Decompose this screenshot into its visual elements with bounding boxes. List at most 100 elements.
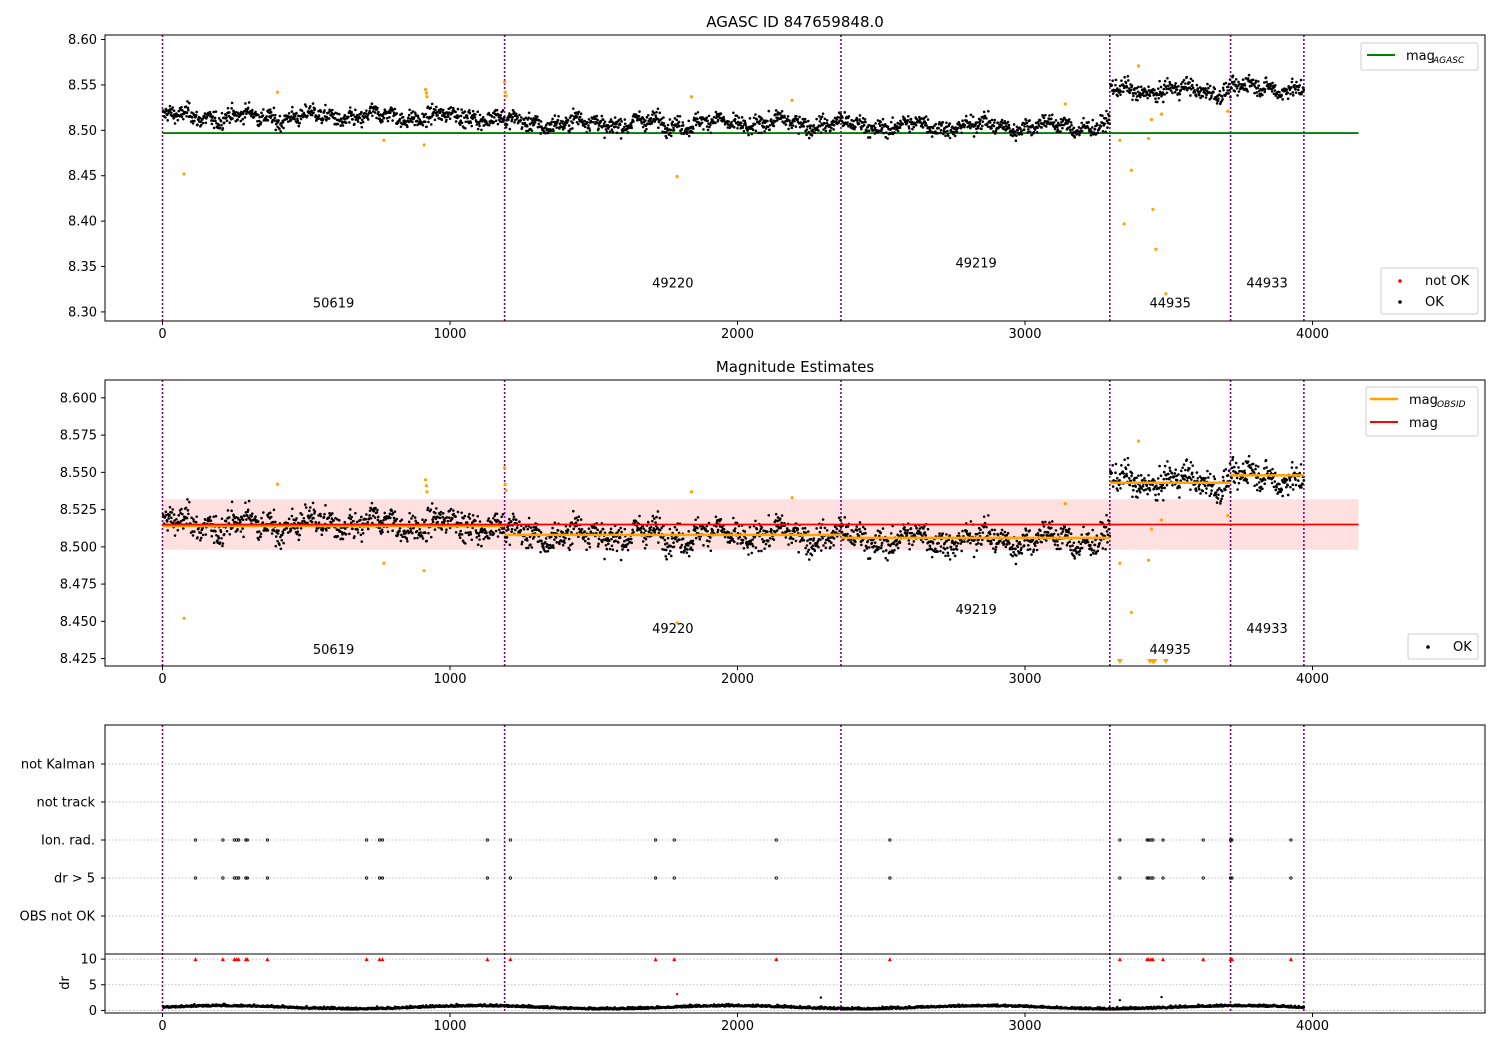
ok-point: [446, 519, 450, 523]
ok-point: [175, 517, 178, 521]
ok-point: [1163, 464, 1167, 468]
ok-point: [1108, 534, 1112, 538]
ok-point: [1000, 123, 1003, 127]
ok-point: [1191, 464, 1195, 467]
ok-point: [753, 122, 757, 126]
ok-point: [596, 118, 599, 122]
ok-point: [1263, 90, 1267, 94]
ok-point: [243, 116, 247, 119]
ok-point: [1068, 125, 1072, 129]
ok-point: [1001, 533, 1005, 536]
ok-point: [1256, 488, 1259, 492]
ok-point: [617, 541, 620, 544]
ok-point: [908, 531, 912, 535]
ok-point: [494, 529, 498, 533]
ok-point: [184, 105, 188, 108]
ok-point: [787, 543, 790, 546]
ok-point: [1290, 80, 1294, 84]
ok-point: [1285, 485, 1288, 489]
ok-point: [421, 518, 424, 521]
ok-point: [476, 110, 480, 114]
ok-point: [1247, 454, 1251, 458]
ok-point: [764, 542, 768, 546]
ok-point: [510, 527, 514, 531]
ok-point: [934, 547, 937, 551]
ok-point: [971, 115, 975, 119]
ok-point: [895, 124, 899, 128]
ok-point: [808, 541, 812, 545]
ok-point: [619, 558, 623, 562]
ok-point: [673, 117, 677, 120]
ok-point: [441, 108, 445, 112]
ok-point: [1071, 544, 1074, 547]
ok-point: [926, 527, 930, 531]
ok-point: [527, 516, 531, 520]
ok-point: [539, 550, 542, 554]
ok-point: [511, 512, 515, 516]
ok-point: [261, 521, 265, 524]
ok-point: [651, 514, 655, 518]
ok-point: [507, 118, 510, 122]
ok-point: [820, 115, 824, 119]
ok-point: [1037, 122, 1040, 125]
ok-point: [1199, 96, 1202, 100]
ok-point: [360, 540, 364, 543]
ok-point: [776, 516, 780, 519]
ok-point: [1106, 541, 1109, 544]
ok-point: [1009, 553, 1013, 556]
ok-point: [891, 551, 895, 554]
ok-point: [463, 126, 467, 130]
ok-point: [925, 130, 929, 134]
ok-point: [692, 127, 695, 130]
ok-point: [736, 127, 739, 130]
ok-point: [209, 519, 213, 522]
ok-point: [418, 527, 422, 531]
ok-point: [675, 535, 678, 539]
ok-point: [1014, 547, 1017, 551]
obsid-label: 49220: [652, 276, 693, 291]
ok-point: [557, 114, 560, 118]
ok-point: [552, 129, 555, 133]
ok-point: [1254, 467, 1257, 471]
ok-point: [1137, 85, 1140, 89]
ok-point: [296, 530, 300, 534]
ok-point: [585, 130, 588, 134]
not-ok-point: [182, 172, 186, 176]
ok-point: [909, 527, 913, 530]
p1-xtick-label: 1000: [433, 327, 466, 342]
ok-point: [180, 106, 183, 109]
ok-point: [597, 127, 600, 130]
ok-point: [973, 538, 976, 542]
ok-point: [221, 542, 225, 545]
not-ok-point: [689, 95, 694, 99]
ok-point: [195, 110, 198, 114]
ok-point: [204, 533, 208, 536]
ok-point: [280, 533, 284, 537]
ok-point: [236, 118, 239, 121]
ok-point: [757, 549, 760, 553]
ok-point: [694, 123, 698, 127]
ok-point: [1188, 81, 1191, 84]
ok-point: [537, 122, 541, 126]
ok-point: [529, 526, 533, 529]
ok-point: [1159, 85, 1163, 89]
ok-point: [803, 526, 807, 530]
ok-point: [1293, 83, 1296, 87]
ok-point: [649, 528, 652, 532]
ok-point: [1107, 112, 1110, 116]
ok-point: [807, 558, 811, 561]
ok-point: [1076, 129, 1080, 133]
ok-point: [1129, 479, 1133, 483]
ok-point: [435, 507, 438, 510]
ok-point: [961, 119, 964, 123]
ok-point: [732, 111, 735, 115]
ok-point: [278, 127, 281, 131]
ok-point: [1236, 94, 1239, 97]
ok-point: [1010, 130, 1014, 133]
ok-point: [1073, 136, 1077, 139]
ok-point: [317, 521, 321, 524]
not-ok-point: [503, 80, 507, 84]
ok-point: [610, 537, 613, 541]
ok-point: [374, 506, 377, 510]
p1-ytick-label: 8.60: [68, 33, 97, 48]
